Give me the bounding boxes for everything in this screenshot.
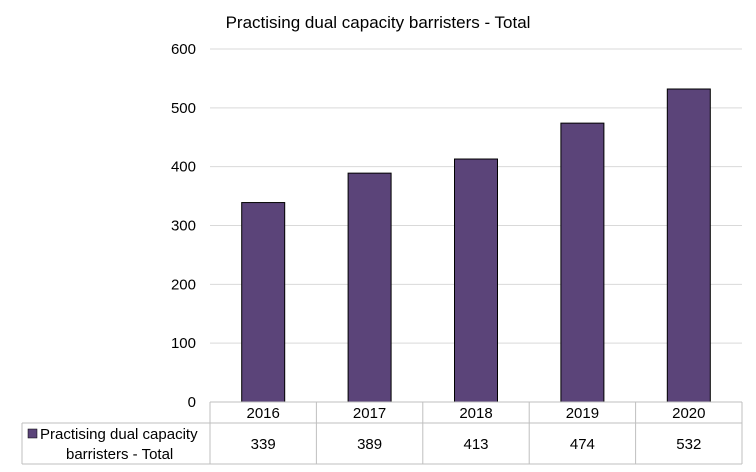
bar — [666, 88, 711, 403]
y-tick-label: 300 — [171, 218, 196, 235]
y-axis-tick-labels: 0 100 200 300 400 500 600 — [171, 41, 196, 411]
x-category-label: 2019 — [566, 405, 599, 422]
legend-label-line: Practising dual capacity — [40, 426, 198, 443]
x-category-label: 2018 — [459, 405, 492, 422]
bar — [560, 122, 605, 403]
chart-title: Practising dual capacity barristers - To… — [226, 13, 531, 32]
bar — [241, 202, 286, 403]
legend-label-line: barristers - Total — [66, 446, 173, 463]
legend-key — [27, 428, 38, 439]
y-tick-label: 100 — [171, 335, 196, 352]
bar — [454, 158, 498, 403]
y-tick-label: 600 — [171, 41, 196, 58]
y-tick-label: 500 — [171, 100, 196, 117]
data-table-value: 413 — [463, 436, 488, 453]
y-tick-label: 400 — [171, 159, 196, 176]
x-category-label: 2020 — [672, 405, 705, 422]
x-category-label: 2017 — [353, 405, 386, 422]
y-tick-label: 0 — [188, 394, 196, 411]
data-table: 2016 2017 2018 2019 2020 339 389 413 474 532 Pract… — [21, 401, 743, 465]
y-tick-label: 200 — [171, 276, 196, 293]
data-table-value: 532 — [676, 436, 701, 453]
x-category-label: 2016 — [247, 405, 280, 422]
data-table-value: 339 — [251, 436, 276, 453]
data-table-value: 389 — [357, 436, 382, 453]
bars — [241, 88, 711, 403]
data-table-value: 474 — [570, 436, 595, 453]
bar — [347, 172, 392, 403]
